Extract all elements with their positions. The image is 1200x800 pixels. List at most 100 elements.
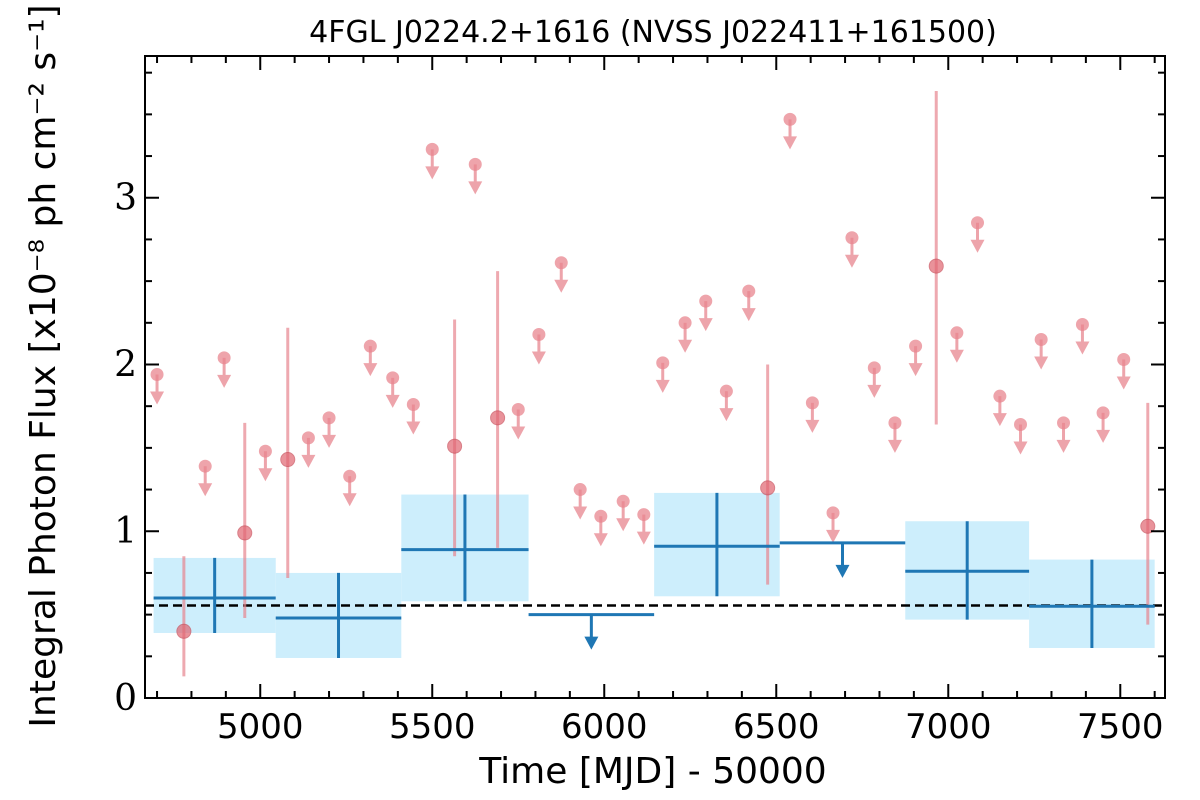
upper-limit-marker	[258, 444, 272, 458]
long-bin-series	[153, 492, 1155, 658]
short-bin-marker	[760, 480, 776, 496]
short-bin-upper-limit	[970, 216, 985, 253]
short-bin-marker	[280, 452, 296, 468]
upper-limit-marker	[699, 294, 713, 308]
long-bin-point	[275, 572, 402, 658]
upper-limit-marker	[971, 216, 985, 230]
short-bin-upper-limit	[150, 367, 165, 405]
short-bin-upper-limit	[342, 469, 357, 507]
upper-limit-marker	[198, 459, 212, 473]
short-bin-upper-limit	[826, 506, 841, 543]
chart-title: 4FGL J0224.2+1616 (NVSS J022411+161500)	[309, 15, 997, 50]
short-bin-upper-limit	[1096, 406, 1111, 443]
short-bin-upper-limit	[867, 361, 882, 398]
short-bin-point	[928, 91, 944, 425]
long-bin-point	[153, 557, 276, 633]
upper-limit-marker	[1034, 332, 1048, 346]
short-bin-marker	[1140, 518, 1156, 534]
long-bin-point	[1029, 559, 1155, 648]
x-axis-label: Time [MJD] - 50000	[478, 751, 826, 792]
axes: 5000 5500 6000 6500 7000 7500 0 1 2 3	[114, 55, 1166, 747]
upper-limit-marker	[511, 403, 525, 417]
upper-limit-marker	[301, 431, 315, 445]
short-bin-upper-limit	[698, 294, 713, 332]
short-bin-upper-limit	[741, 284, 756, 322]
short-bin-upper-limit	[217, 351, 232, 388]
long-bin-upper-limit	[779, 541, 906, 578]
y-axis-label: Integral Photon Flux [x10⁻⁸ ph cm⁻² s⁻¹]	[23, 4, 64, 727]
short-bin-point	[490, 271, 506, 548]
upper-limit-marker	[1014, 418, 1028, 432]
upper-limit-marker	[950, 326, 964, 340]
short-bin-marker	[490, 410, 506, 426]
y-tick-label: 0	[114, 678, 137, 719]
x-tick-label: 7500	[1077, 707, 1164, 747]
short-bin-upper-limit	[301, 431, 316, 468]
short-bin-upper-limit	[573, 483, 588, 520]
short-bin-upper-limit	[949, 326, 964, 363]
upper-limit-marker	[826, 506, 840, 520]
upper-limit-marker	[656, 356, 670, 370]
short-bin-upper-limit	[636, 508, 651, 545]
short-bin-upper-limit	[363, 339, 378, 377]
upper-limit-marker	[363, 339, 377, 353]
x-tick-label: 6500	[733, 707, 820, 747]
upper-limit-marker	[909, 339, 923, 353]
long-bin-error-bands	[153, 492, 1155, 658]
short-bin-upper-limit	[258, 444, 273, 482]
upper-limit-marker	[742, 284, 756, 298]
upper-limit-marker	[406, 398, 420, 412]
upper-limit-marker	[1117, 352, 1131, 366]
short-bin-series	[150, 91, 1156, 677]
upper-limit-marker	[1096, 406, 1110, 420]
short-bin-upper-limit	[1116, 352, 1131, 390]
upper-limit-marker	[993, 389, 1007, 403]
short-bin-upper-limit	[468, 157, 483, 195]
upper-limit-marker	[678, 316, 692, 330]
long-bin-point	[654, 492, 780, 597]
long-bin-ul-arrow	[835, 542, 850, 578]
short-bin-upper-limit	[1075, 317, 1090, 355]
upper-limit-marker	[425, 142, 439, 156]
short-bin-upper-limit	[425, 142, 440, 180]
short-bin-upper-limit	[198, 459, 213, 497]
plot-frame	[144, 55, 1166, 699]
short-bin-upper-limit	[844, 231, 859, 268]
y-tick-label: 2	[114, 344, 137, 385]
short-bin-upper-limit	[531, 327, 546, 365]
short-bin-upper-limit	[1034, 332, 1049, 370]
long-bin-upper-limit	[528, 613, 655, 650]
upper-limit-marker	[468, 157, 482, 171]
short-bin-point	[447, 319, 463, 557]
upper-limit-marker	[1057, 416, 1071, 430]
short-bin-point	[760, 364, 776, 585]
short-bin-marker	[447, 438, 463, 454]
short-bin-upper-limit	[593, 509, 608, 547]
short-bin-upper-limit	[1056, 416, 1071, 453]
short-bin-upper-limit	[887, 416, 902, 453]
short-bin-marker	[237, 525, 253, 541]
upper-limit-marker	[386, 371, 400, 385]
upper-limit-marker	[150, 367, 164, 381]
x-tick-label: 6000	[561, 707, 648, 747]
short-bin-upper-limit	[655, 356, 670, 393]
upper-limit-marker	[554, 256, 568, 270]
x-tick-label: 7000	[905, 707, 992, 747]
short-bin-upper-limit	[805, 396, 820, 433]
long-bin-point	[905, 521, 1030, 620]
short-bin-upper-limit	[992, 389, 1007, 427]
upper-limit-marker	[845, 231, 859, 245]
y-tick-label: 3	[114, 178, 137, 219]
upper-limit-marker	[594, 509, 608, 523]
short-bin-upper-limit	[385, 371, 400, 408]
short-bin-upper-limit	[554, 256, 569, 293]
short-bin-upper-limit	[616, 494, 631, 532]
upper-limit-marker	[343, 469, 357, 483]
short-bin-upper-limit	[322, 411, 337, 448]
upper-limit-marker	[867, 361, 881, 375]
short-bin-marker	[176, 623, 192, 639]
upper-limit-marker	[217, 351, 231, 365]
upper-limit-marker	[322, 411, 336, 425]
short-bin-point	[237, 422, 253, 618]
